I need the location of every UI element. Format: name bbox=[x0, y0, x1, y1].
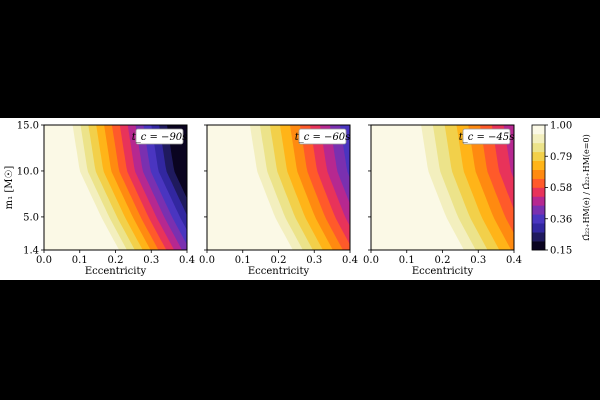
x-tick-label: 0.3 bbox=[306, 255, 322, 266]
colorbar-tick-label: 0.58 bbox=[550, 183, 572, 194]
x-tick-label: 0.4 bbox=[342, 255, 358, 266]
colorbar-segment bbox=[532, 169, 545, 179]
x-tick-label: 0.4 bbox=[179, 255, 195, 266]
contour-chart: t_c = −90s 0.0 0.1 0.2 0.3 0.4 Eccentricity 1.4… bbox=[4, 121, 591, 278]
colorbar-segment bbox=[532, 214, 545, 224]
panel-1-annotation: t_c = −90s bbox=[132, 132, 188, 143]
x-axis-label: Eccentricity bbox=[85, 266, 147, 277]
colorbar-segment bbox=[532, 205, 545, 215]
x-tick-label: 0.1 bbox=[235, 255, 251, 266]
y-tick-label: 1.4 bbox=[23, 246, 39, 257]
x-tick-label: 0.0 bbox=[36, 255, 52, 266]
colorbar-segment bbox=[532, 133, 545, 144]
annotation-bg bbox=[462, 128, 511, 145]
x-tick-label: 0.2 bbox=[271, 255, 287, 266]
x-tick-label: 0.4 bbox=[506, 255, 522, 266]
panel-2-annotation: t_c = −60s bbox=[295, 132, 351, 143]
colorbar-segment bbox=[532, 223, 545, 233]
colorbar-segment bbox=[532, 232, 545, 242]
panel-1-contours bbox=[44, 125, 187, 250]
y-axis-label: m₁ [M☉] bbox=[4, 166, 15, 210]
x-tick-label: 0.1 bbox=[72, 255, 88, 266]
colorbar-segment bbox=[532, 241, 545, 251]
x-axis-label: Eccentricity bbox=[412, 266, 474, 277]
figure: t_c = −90s 0.0 0.1 0.2 0.3 0.4 Eccentricity 1.4… bbox=[0, 118, 600, 280]
y-tick-label: 10.0 bbox=[17, 166, 39, 177]
annotation-bg bbox=[298, 128, 347, 145]
y-tick-label: 15.0 bbox=[17, 121, 39, 132]
x-tick-label: 0.1 bbox=[399, 255, 415, 266]
annotation-bg bbox=[135, 128, 184, 145]
panel-3-annotation: t_c = −45s bbox=[459, 132, 515, 143]
colorbar-segment bbox=[532, 151, 545, 162]
panel-3-contours bbox=[371, 125, 514, 250]
colorbar-segment bbox=[532, 187, 545, 197]
x-axis-label: Eccentricity bbox=[248, 266, 310, 277]
x-tick-label: 0.2 bbox=[108, 255, 124, 266]
panel-2-annotation-box: t_c = −60s bbox=[295, 128, 351, 145]
y-tick-label: 5.0 bbox=[23, 212, 39, 223]
colorbar-segment bbox=[532, 178, 545, 188]
x-tick-label: 0.0 bbox=[199, 255, 215, 266]
colorbar-tick-label: 0.15 bbox=[550, 246, 572, 257]
x-tick-label: 0.3 bbox=[470, 255, 486, 266]
panel-3-annotation-box: t_c = −45s bbox=[459, 128, 515, 145]
colorbar-segment bbox=[532, 196, 545, 206]
x-tick-label: 0.2 bbox=[435, 255, 451, 266]
colorbar-tick-label: 0.79 bbox=[550, 152, 572, 163]
colorbar-label: Ω̄₂₂₊HM(e) / Ω̄₂₂₊HM(e=0) bbox=[582, 134, 591, 240]
colorbar-tick-label: 1.00 bbox=[550, 121, 572, 132]
colorbar-segment bbox=[532, 160, 545, 170]
panel-2-contours bbox=[207, 125, 350, 250]
colorbar: 1.00 0.79 0.58 0.36 0.15 Ω̄₂₂₊HM(e) / Ω̄₂₂₊HM… bbox=[531, 121, 591, 257]
x-tick-label: 0.3 bbox=[143, 255, 159, 266]
colorbar-tick-label: 0.36 bbox=[550, 214, 572, 225]
panel-1-annotation-box: t_c = −90s bbox=[132, 128, 188, 145]
x-tick-label: 0.0 bbox=[363, 255, 379, 266]
colorbar-segment bbox=[532, 142, 545, 153]
colorbar-segment bbox=[532, 125, 545, 135]
